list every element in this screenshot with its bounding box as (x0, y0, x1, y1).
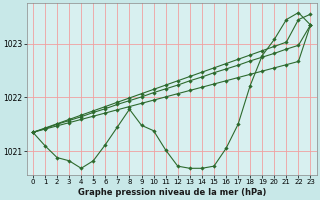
X-axis label: Graphe pression niveau de la mer (hPa): Graphe pression niveau de la mer (hPa) (77, 188, 266, 197)
